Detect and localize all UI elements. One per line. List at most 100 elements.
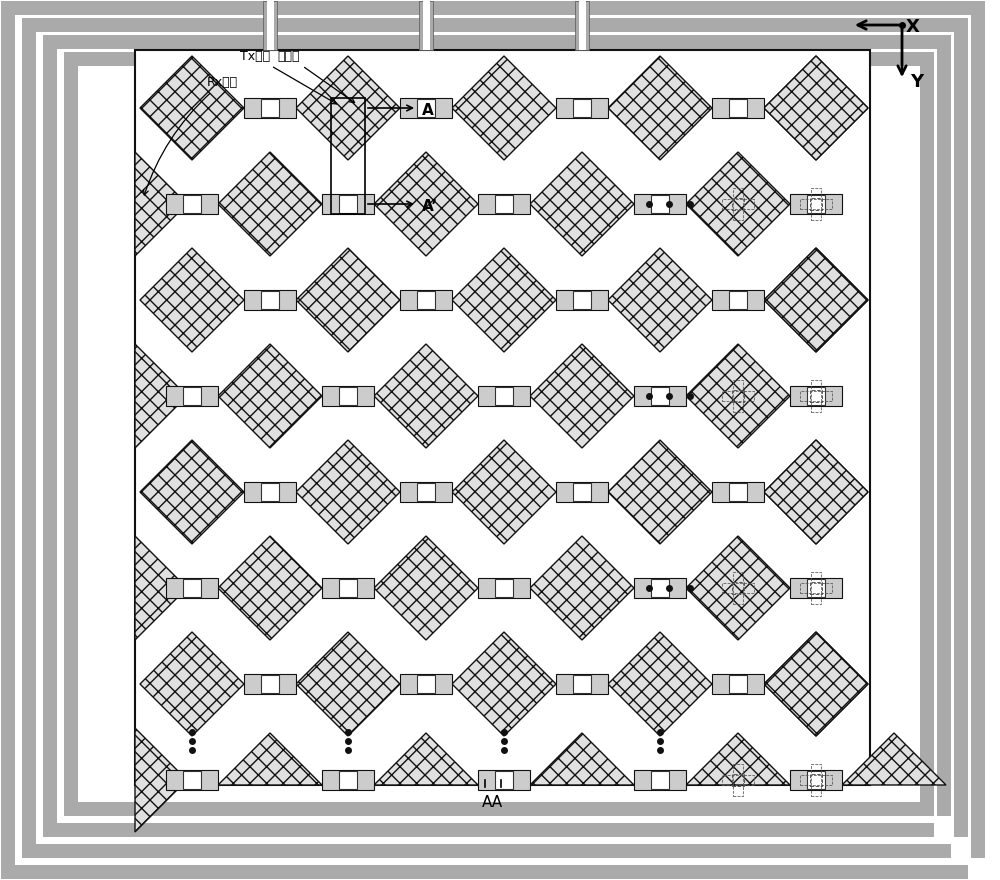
FancyBboxPatch shape <box>1 1 985 15</box>
Polygon shape <box>140 248 244 352</box>
FancyBboxPatch shape <box>478 578 530 598</box>
FancyBboxPatch shape <box>478 194 530 214</box>
Polygon shape <box>764 248 868 352</box>
FancyBboxPatch shape <box>183 771 201 789</box>
FancyBboxPatch shape <box>400 482 452 502</box>
Polygon shape <box>140 56 244 160</box>
Polygon shape <box>452 248 556 352</box>
FancyBboxPatch shape <box>322 194 374 214</box>
Polygon shape <box>608 632 712 736</box>
FancyBboxPatch shape <box>417 675 435 693</box>
FancyBboxPatch shape <box>166 194 218 214</box>
FancyBboxPatch shape <box>556 674 608 694</box>
Polygon shape <box>135 344 187 448</box>
Polygon shape <box>686 733 790 785</box>
Polygon shape <box>218 733 322 785</box>
FancyBboxPatch shape <box>261 99 279 117</box>
Polygon shape <box>608 440 712 544</box>
FancyBboxPatch shape <box>417 483 435 501</box>
Text: A’: A’ <box>422 199 438 214</box>
Polygon shape <box>452 632 556 736</box>
FancyBboxPatch shape <box>634 578 686 598</box>
FancyBboxPatch shape <box>651 579 669 597</box>
Text: 导电桥: 导电桥 <box>278 50 355 103</box>
FancyBboxPatch shape <box>22 18 36 858</box>
FancyBboxPatch shape <box>575 1 589 50</box>
FancyBboxPatch shape <box>573 99 591 117</box>
FancyBboxPatch shape <box>339 195 357 213</box>
FancyBboxPatch shape <box>807 195 825 213</box>
FancyBboxPatch shape <box>183 387 201 405</box>
FancyBboxPatch shape <box>556 290 608 310</box>
FancyBboxPatch shape <box>651 771 669 789</box>
Polygon shape <box>140 440 244 544</box>
FancyBboxPatch shape <box>651 387 669 405</box>
FancyBboxPatch shape <box>339 771 357 789</box>
FancyBboxPatch shape <box>495 195 513 213</box>
Text: X: X <box>906 18 920 36</box>
FancyBboxPatch shape <box>712 482 764 502</box>
FancyBboxPatch shape <box>790 386 842 406</box>
FancyBboxPatch shape <box>417 291 435 309</box>
FancyBboxPatch shape <box>478 386 530 406</box>
Polygon shape <box>374 152 478 256</box>
FancyBboxPatch shape <box>712 674 764 694</box>
Polygon shape <box>296 440 400 544</box>
FancyBboxPatch shape <box>166 578 218 598</box>
FancyBboxPatch shape <box>634 770 686 790</box>
FancyBboxPatch shape <box>422 1 430 50</box>
Polygon shape <box>296 56 400 160</box>
FancyBboxPatch shape <box>166 386 218 406</box>
FancyBboxPatch shape <box>729 675 747 693</box>
FancyBboxPatch shape <box>478 770 530 790</box>
FancyBboxPatch shape <box>790 194 842 214</box>
FancyBboxPatch shape <box>15 865 968 879</box>
FancyBboxPatch shape <box>419 1 433 50</box>
Polygon shape <box>764 56 868 160</box>
FancyBboxPatch shape <box>807 579 825 597</box>
Polygon shape <box>686 152 790 256</box>
FancyBboxPatch shape <box>495 579 513 597</box>
FancyBboxPatch shape <box>634 194 686 214</box>
FancyBboxPatch shape <box>244 98 296 118</box>
FancyBboxPatch shape <box>244 482 296 502</box>
FancyBboxPatch shape <box>573 675 591 693</box>
FancyBboxPatch shape <box>261 483 279 501</box>
FancyBboxPatch shape <box>790 770 842 790</box>
FancyBboxPatch shape <box>729 99 747 117</box>
Polygon shape <box>764 632 868 736</box>
FancyBboxPatch shape <box>22 18 968 32</box>
Polygon shape <box>764 632 868 736</box>
FancyBboxPatch shape <box>64 52 934 66</box>
FancyBboxPatch shape <box>339 387 357 405</box>
Polygon shape <box>135 728 187 832</box>
Polygon shape <box>296 248 400 352</box>
FancyBboxPatch shape <box>920 66 934 816</box>
FancyBboxPatch shape <box>712 290 764 310</box>
Polygon shape <box>374 536 478 640</box>
Polygon shape <box>608 248 712 352</box>
Polygon shape <box>135 152 187 256</box>
Polygon shape <box>608 56 712 160</box>
FancyBboxPatch shape <box>135 50 870 785</box>
FancyBboxPatch shape <box>790 578 842 598</box>
Polygon shape <box>218 344 322 448</box>
FancyBboxPatch shape <box>261 675 279 693</box>
FancyBboxPatch shape <box>400 98 452 118</box>
Text: Tx电极: Tx电极 <box>240 50 337 104</box>
Polygon shape <box>135 536 187 640</box>
FancyBboxPatch shape <box>634 386 686 406</box>
FancyBboxPatch shape <box>651 195 669 213</box>
Polygon shape <box>218 152 322 256</box>
Polygon shape <box>452 440 556 544</box>
Polygon shape <box>686 536 790 640</box>
Polygon shape <box>764 248 868 352</box>
FancyBboxPatch shape <box>244 290 296 310</box>
FancyBboxPatch shape <box>807 387 825 405</box>
Polygon shape <box>452 56 556 160</box>
Polygon shape <box>842 733 946 785</box>
Polygon shape <box>686 344 790 448</box>
Polygon shape <box>764 440 868 544</box>
Polygon shape <box>530 733 634 785</box>
Polygon shape <box>530 536 634 640</box>
